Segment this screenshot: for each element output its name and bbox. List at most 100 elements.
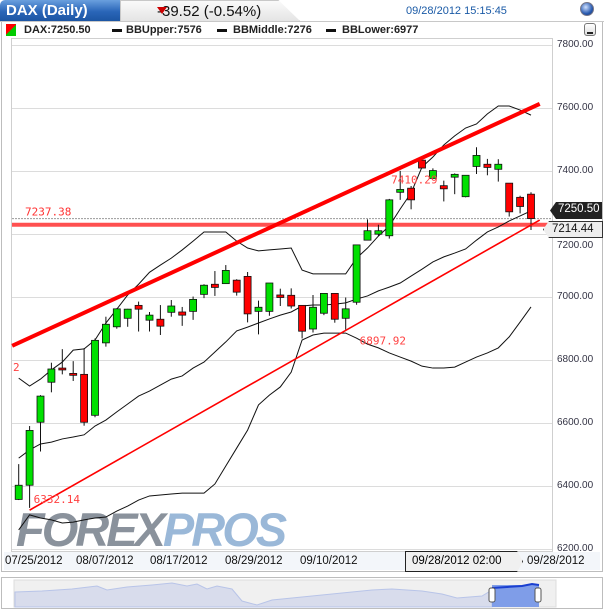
price-annotation: 2 <box>13 361 20 374</box>
candle <box>494 163 503 170</box>
legend-swatch-middle <box>217 29 227 32</box>
chart-title: DAX (Daily) <box>6 2 88 19</box>
candle <box>319 293 328 314</box>
legend-price: DAX:7250.50 <box>24 24 91 36</box>
legend-bb-lower: BBLower:6977 <box>342 24 419 36</box>
candle <box>309 306 317 330</box>
down-arrow-icon <box>157 7 167 14</box>
candle <box>47 368 56 383</box>
candle <box>418 159 426 169</box>
candle <box>483 163 492 168</box>
low-price-tag: 7214.44 <box>543 221 603 238</box>
symbol-tab[interactable]: DAX (Daily) <box>0 0 128 21</box>
candle <box>189 298 198 312</box>
candle <box>25 430 34 486</box>
x-tick: 08/29/2012 <box>225 555 283 567</box>
candle <box>265 282 274 312</box>
price-annotation: 6332.14 <box>34 493 81 506</box>
navigator-right-handle[interactable] <box>534 587 542 603</box>
candle <box>156 318 165 327</box>
price-annotation: 6897.92 <box>360 335 406 348</box>
candle <box>178 311 187 316</box>
trendline-thin <box>29 219 541 511</box>
candle <box>439 185 448 190</box>
timestamp: 09/28/2012 15:15:45 <box>406 5 507 17</box>
candle <box>200 284 208 295</box>
candle <box>461 174 470 198</box>
x-tick: 08/17/2012 <box>150 555 208 567</box>
y-tick: 7000.00 <box>557 291 594 302</box>
candle <box>36 395 45 423</box>
horizontal-level-label: 7237.38 <box>25 206 71 219</box>
candle <box>341 308 350 319</box>
candle <box>396 189 405 193</box>
bollinger-lower-line <box>18 306 532 531</box>
navigator-left-handle[interactable] <box>488 587 496 603</box>
candle <box>80 373 88 423</box>
plot-area[interactable] <box>11 38 553 552</box>
candle <box>363 230 372 241</box>
candle <box>145 314 154 321</box>
y-tick: 6200.00 <box>557 543 594 554</box>
candle <box>287 294 296 307</box>
navigator-overview <box>13 579 557 608</box>
header-divider <box>0 21 604 22</box>
candle <box>14 484 23 500</box>
candle <box>102 323 110 344</box>
candle <box>374 230 383 235</box>
candle <box>254 306 263 312</box>
candle <box>516 196 524 207</box>
candle <box>243 275 252 315</box>
candlestick-legend-icon <box>6 24 16 36</box>
x-tick: 08/07/2012 <box>76 555 134 567</box>
candle <box>505 182 514 213</box>
candle <box>112 308 121 328</box>
globe-icon[interactable] <box>580 2 594 16</box>
legend-bb-upper: BBUpper:7576 <box>126 24 202 36</box>
minimize-button[interactable] <box>584 23 596 36</box>
logo-forex: FOREX <box>16 503 166 556</box>
y-tick: 7600.00 <box>557 102 594 113</box>
candle <box>221 270 230 285</box>
candle <box>472 155 481 167</box>
legend-swatch-upper <box>112 29 122 32</box>
candle <box>69 373 78 376</box>
y-tick: 7400.00 <box>557 165 594 176</box>
y-tick: 6800.00 <box>557 354 594 365</box>
last-price-tag: 7250.50 <box>550 202 602 219</box>
x-tick: 09/10/2012 <box>300 555 358 567</box>
candle <box>385 199 394 237</box>
x-tick: 09/28/2012 <box>527 555 585 567</box>
candle <box>123 308 132 319</box>
change-tab: -39.52 (-0.54%) <box>120 0 300 21</box>
candle <box>450 173 459 178</box>
candle <box>58 367 67 371</box>
candle <box>232 279 241 293</box>
candle <box>167 305 176 313</box>
candle <box>276 294 285 298</box>
candle <box>330 293 339 320</box>
y-tick: 7800.00 <box>557 39 594 50</box>
price-change: -39.52 (-0.54%) <box>157 3 262 20</box>
y-tick: 6400.00 <box>557 480 594 491</box>
candle <box>298 304 307 332</box>
crosshair-date-label: 09/28/2012 02:00 <box>405 551 523 572</box>
price-annotation: 7410.29 <box>391 173 437 186</box>
candle <box>134 304 143 310</box>
trendline-thick <box>11 102 541 348</box>
y-tick: 7200.00 <box>557 240 594 251</box>
candle <box>527 193 535 219</box>
y-tick: 6600.00 <box>557 417 594 428</box>
bollinger-middle-line <box>18 210 532 459</box>
navigator[interactable] <box>1 577 603 609</box>
x-tick: 07/25/2012 <box>5 555 63 567</box>
candle <box>428 170 437 179</box>
logo-pros: PROS <box>162 503 287 556</box>
candle <box>210 283 219 288</box>
legend-swatch-lower <box>326 29 336 32</box>
candle <box>352 244 361 303</box>
watermark-logo: FOREXPROS <box>16 506 287 561</box>
navigator-selection[interactable] <box>492 585 539 607</box>
candle <box>91 339 99 416</box>
